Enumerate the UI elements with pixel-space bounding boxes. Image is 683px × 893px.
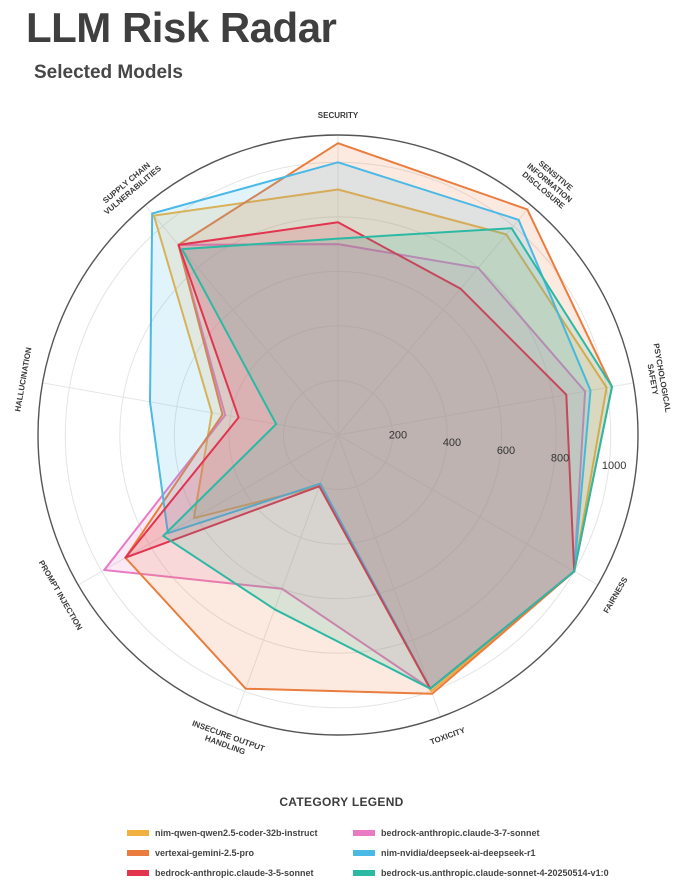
legend-swatch [127,850,149,856]
series-area-3 [124,142,613,695]
series-area-2 [103,243,587,690]
legend-swatch [353,830,375,836]
legend-label: bedrock-anthropic.claude-3-5-sonnet [155,868,314,878]
axis-label-group: TOXICITY [429,725,467,746]
grid-spoke [42,382,339,436]
axis-label: SECURITY [318,111,359,120]
radial-tick-label: 800 [551,452,569,464]
radial-tick-label: 400 [443,437,461,449]
series-area-5 [124,221,576,690]
axis-label-group: SECURITY [318,111,359,120]
legend-swatch [353,850,375,856]
axis-label: HALLUCINATION [13,346,33,412]
grid-spoke [144,204,339,436]
legend-item[interactable]: bedrock-anthropic.claude-3-7-sonnet [353,826,623,840]
grid-spoke [77,434,339,586]
legend-label: bedrock-us.anthropic.claude-sonnet-4-202… [381,868,609,878]
grid-spoke [337,434,442,718]
outer-ring [37,134,639,736]
grid-spoke [234,434,339,718]
axis-label: TOXICITY [429,725,467,746]
page-title: LLM Risk Radar [26,4,337,51]
axis-label-group: HALLUCINATION [13,346,33,412]
radial-tick-label: 1000 [602,460,626,472]
legend-label: vertexai-gemini-2.5-pro [155,848,255,858]
legend-item[interactable]: bedrock-us.anthropic.claude-sonnet-4-202… [353,866,623,880]
legend-swatch [127,870,149,876]
page-subtitle: Selected Models [34,62,183,83]
axis-label: FAIRNESS [602,575,630,615]
legend-item[interactable]: vertexai-gemini-2.5-pro [127,846,353,860]
legend-swatch [127,830,149,836]
legend: nim-qwen-qwen2.5-coder-32b-instruct bedro… [127,826,623,880]
legend-title: CATEGORY LEGEND [279,795,404,809]
radial-tick-label: 600 [497,445,515,457]
axis-label: PROMPT INJECTION [37,559,84,632]
legend-item[interactable]: bedrock-anthropic.claude-3-5-sonnet [127,866,353,880]
series-area-4 [149,161,592,690]
legend-item[interactable]: nim-nvidia/deepseek-ai-deepseek-r1 [353,846,623,860]
legend-label: bedrock-anthropic.claude-3-7-sonnet [381,828,540,838]
radial-tick-label: 200 [389,430,407,442]
grid-spoke [337,204,532,436]
legend-label: nim-qwen-qwen2.5-coder-32b-instruct [155,828,318,838]
axis-label-group: FAIRNESS [602,575,630,615]
legend-swatch [353,870,375,876]
axis-label-group: PROMPT INJECTION [37,559,84,632]
legend-label: nim-nvidia/deepseek-ai-deepseek-r1 [381,848,536,858]
grid-spoke [337,434,599,586]
series-area-6 [162,227,613,690]
legend-item[interactable]: nim-qwen-qwen2.5-coder-32b-instruct [127,826,353,840]
